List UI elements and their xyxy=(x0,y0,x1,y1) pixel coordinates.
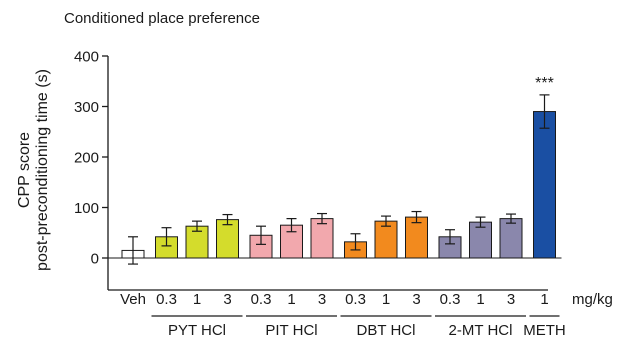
significance-label-0: *** xyxy=(535,75,554,92)
y-tick-label-200: 200 xyxy=(74,150,99,167)
y-axis-label-line-2: post-preconditioning time (s) xyxy=(34,69,51,271)
dose-label-5: 1 xyxy=(287,291,295,308)
dose-label-12: 3 xyxy=(507,291,515,308)
dose-label-13: 1 xyxy=(540,291,548,308)
bar-12 xyxy=(499,218,523,259)
bar-3 xyxy=(216,219,239,259)
dose-label-6: 3 xyxy=(318,291,326,308)
dose-label-7: 0.3 xyxy=(345,291,366,308)
bar-13 xyxy=(533,111,556,259)
labels: Veh 0.3 1 3 0.3 1 3 0.3 1 3 0.3 1 3 1 mg/kg PYT HCl PIT … xyxy=(120,75,613,339)
y-axis-label-line-1: CPP score xyxy=(16,132,33,208)
dose-label-4: 0.3 xyxy=(251,291,272,308)
group-label-3: 2-MT HCl xyxy=(449,322,513,339)
unit-label: mg/kg xyxy=(572,291,613,308)
dose-label-2: 1 xyxy=(193,291,201,308)
group-label-1: PIT HCl xyxy=(265,322,317,339)
dose-label-3: 3 xyxy=(223,291,231,308)
bars xyxy=(121,94,556,265)
dose-label-1: 0.3 xyxy=(156,291,177,308)
group-label-2: DBT HCl xyxy=(357,322,416,339)
group-label-0: PYT HCl xyxy=(168,322,226,339)
dose-label-10: 0.3 xyxy=(440,291,461,308)
y-tick-label-100: 100 xyxy=(74,200,99,217)
dose-label-8: 1 xyxy=(382,291,390,308)
group-label-4: METH xyxy=(523,322,566,339)
dose-label-9: 3 xyxy=(412,291,420,308)
y-axis-label: CPP score post-preconditioning time (s) xyxy=(16,69,51,271)
bar-6 xyxy=(310,218,334,259)
dose-label-11: 1 xyxy=(476,291,484,308)
dose-label-0: Veh xyxy=(120,291,146,308)
y-tick-label-400: 400 xyxy=(74,49,99,66)
chart-title: Conditioned place preference xyxy=(64,10,260,27)
y-tick-label-300: 300 xyxy=(74,99,99,116)
y-tick-label-0: 0 xyxy=(91,251,99,268)
